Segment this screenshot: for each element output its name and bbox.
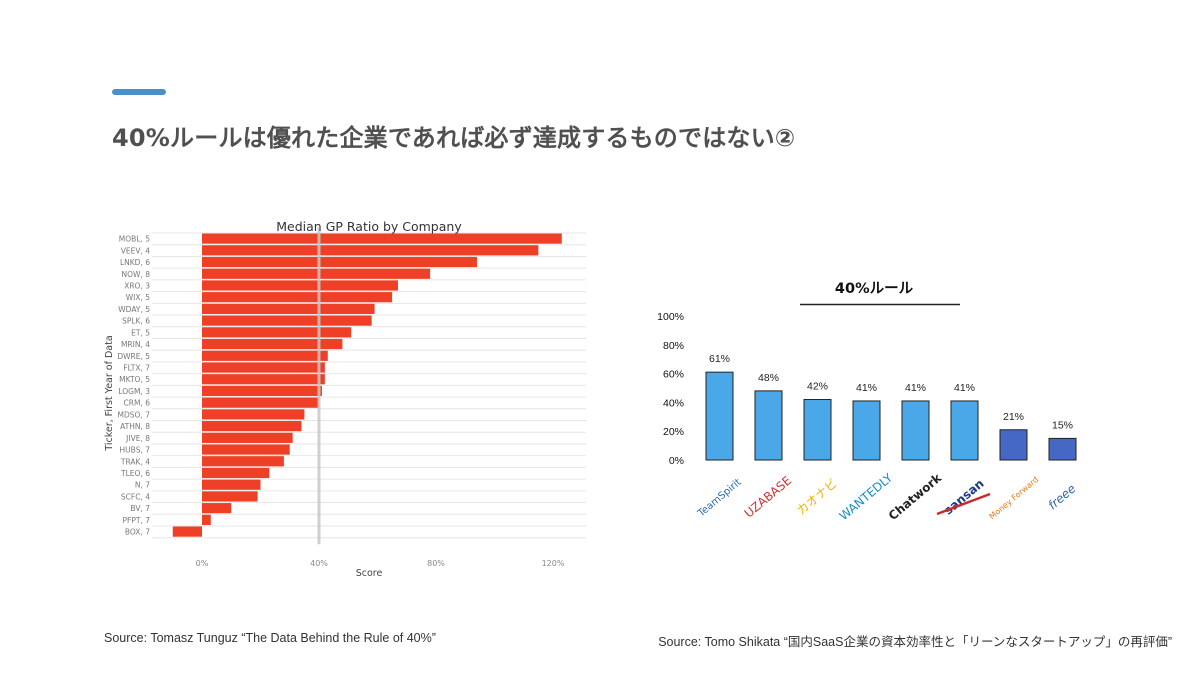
bar-11 [202,350,328,361]
bar-17 [202,421,302,432]
y-tick-label: LOGM, 3 [118,387,150,396]
x-tick-label: 40% [310,559,328,568]
bar-22 [202,479,261,490]
bar-1 [705,371,734,461]
y-tick-label: 80% [663,340,684,352]
bar-16 [202,409,305,420]
bar-25 [202,514,211,525]
value-label: 41% [954,382,975,394]
chart-title: 40%ルール [835,281,914,297]
x-tick-logo-1: TeamSpirit [695,477,743,520]
bar-15 [202,397,319,408]
source-left: Source: Tomasz Tunguz “The Data Behind t… [104,631,436,645]
bar-3 [803,399,832,461]
y-tick-label: VEEV, 4 [121,246,151,255]
bar-13 [202,374,325,385]
y-tick-label: 60% [663,369,684,381]
x-tick-label: 120% [542,559,565,568]
bar-5 [901,400,930,461]
y-tick-label: TRAK, 4 [120,457,150,466]
slide-title: 40%ルールは優れた企業であれば必ず達成するものではない② [112,124,796,152]
bar-4 [202,268,431,279]
y-tick-label: XRO, 3 [124,281,150,290]
bar-10 [202,338,343,350]
bar-3 [202,256,477,268]
bar-6 [950,400,979,461]
x-tick-logo-3: カオナビ [794,476,840,518]
x-axis-label: Score [356,568,383,579]
y-tick-label: MDSO, 7 [118,410,151,419]
y-tick-label: BOX, 7 [125,528,150,537]
bar-8 [202,315,372,326]
y-tick-label: 40% [663,397,684,409]
y-tick-label: CRM, 6 [124,399,151,408]
bar-12 [202,362,325,373]
y-tick-label: NOW, 8 [122,270,151,279]
y-tick-label: PFPT, 7 [123,516,151,525]
value-label: 41% [905,382,926,394]
value-label: 42% [807,381,828,393]
y-axis-label: Ticker, First Year of Data [104,335,115,451]
bar-2 [202,245,539,256]
value-label: 48% [758,372,779,384]
bar-26 [172,526,202,537]
y-tick-label: HUBS, 7 [120,446,151,455]
bar-24 [202,503,232,514]
y-tick-label: ET, 5 [131,328,150,337]
x-tick-logo-5: Chatwork [886,470,945,523]
value-label: 41% [856,382,877,394]
x-tick-logo-8: freee [1045,482,1078,513]
y-tick-label: 100% [657,311,684,323]
y-tick-label: WIX, 5 [126,293,151,302]
bar-20 [202,456,284,467]
bar-18 [202,432,293,443]
bar-14 [202,385,322,397]
y-tick-label: ATHN, 8 [120,422,150,431]
bar-5 [202,280,398,291]
y-tick-label: SPLK, 6 [122,317,150,326]
bar-21 [202,467,270,479]
y-tick-label: N, 7 [135,481,150,490]
bar-7 [999,429,1028,461]
y-tick-label: WDAY, 5 [118,305,150,314]
bar-7 [202,303,375,315]
x-tick-label: 80% [427,559,445,568]
y-tick-label: BV, 7 [130,504,150,513]
sansan-logo-accent [936,492,991,516]
bar-9 [202,327,352,338]
y-tick-label: DWRE, 5 [117,352,150,361]
bar-1 [202,233,562,244]
y-tick-label: SCFC, 4 [121,492,150,501]
bar-8 [1048,437,1077,461]
x-tick-logo-4: WANTEDLY [837,470,896,523]
x-tick-logo-2: UZABASE [742,473,794,520]
x-tick-logo-7: Money Forward [988,475,1041,521]
y-tick-label: TLEO, 6 [120,469,150,478]
y-tick-label: FLTX, 7 [123,364,150,373]
bar-6 [202,292,393,303]
value-label: 15% [1052,419,1073,431]
y-tick-label: MOBL, 5 [119,235,150,244]
source-right: Source: Tomo Shikata “国内SaaS企業の資本効率性と「リー… [658,635,1172,649]
y-tick-label: MKTO, 5 [119,375,150,384]
value-label: 21% [1003,411,1024,423]
accent-bar [112,89,166,95]
y-tick-label: JIVE, 8 [125,434,150,443]
y-tick-label: 0% [669,455,684,467]
bar-23 [202,491,258,502]
value-label: 61% [709,353,730,365]
chart-title: Median GP Ratio by Company [276,219,462,234]
bar-4 [852,400,881,461]
x-tick-label: 0% [196,559,209,568]
bar-19 [202,444,290,455]
y-tick-label: LNKD, 6 [120,258,150,267]
y-tick-label: 20% [663,426,684,438]
y-tick-label: MRIN, 4 [121,340,150,349]
bar-2 [754,390,783,461]
